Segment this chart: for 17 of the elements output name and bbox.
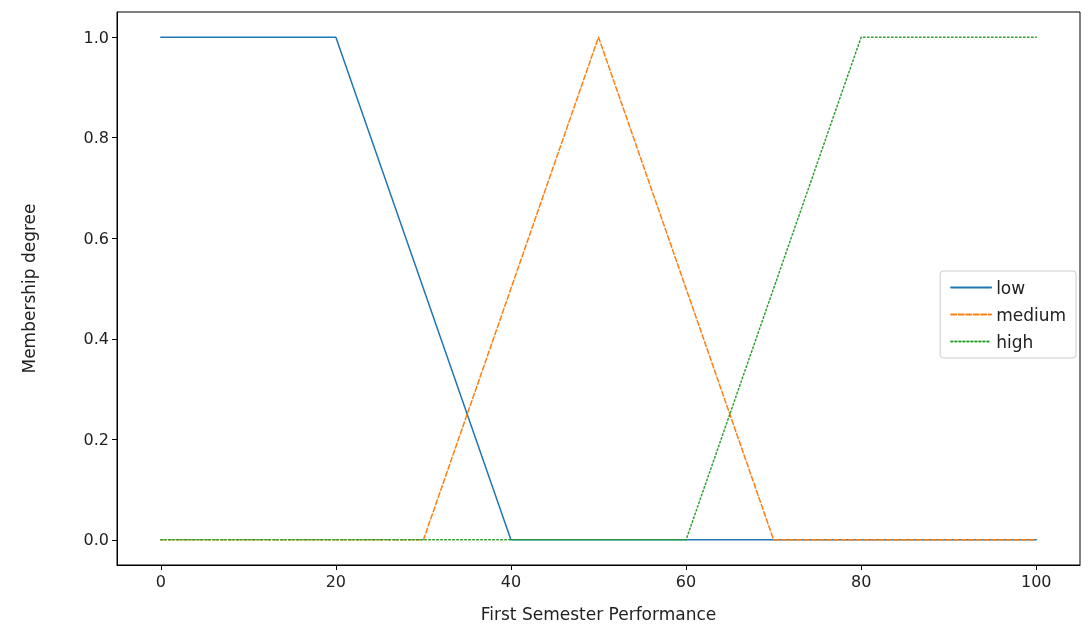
y-tick-label: 0.4 [83,329,109,349]
legend-label: medium [996,304,1067,325]
y-tick-label: 0.0 [83,530,109,550]
x-tick-label: 60 [675,571,697,591]
legend-label: high [996,331,1034,352]
x-tick-label: 0 [155,571,166,591]
x-tick-label: 80 [850,571,872,591]
y-axis-title: Membership degree [18,203,39,374]
y-tick-label: 0.2 [83,429,109,449]
x-tick-label: 20 [325,571,347,591]
x-axis-title: First Semester Performance [480,603,717,624]
x-tick-label: 40 [500,571,522,591]
y-tick-label: 0.8 [83,128,109,148]
x-tick-label: 100 [1020,571,1052,591]
y-tick-label: 0.6 [83,228,109,248]
legend-label: low [996,277,1026,298]
y-tick-label: 1.0 [83,27,109,47]
